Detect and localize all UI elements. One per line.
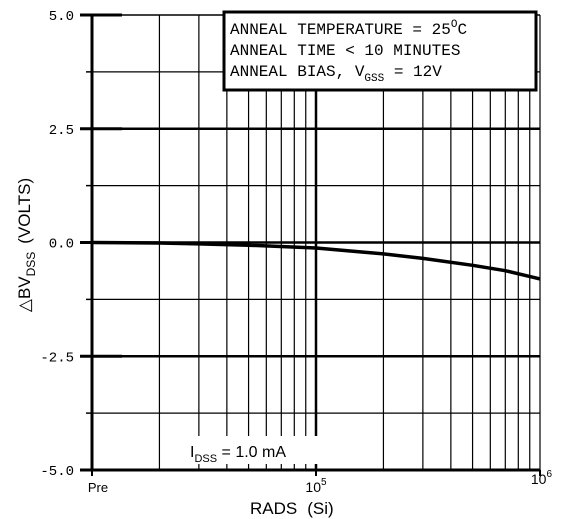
x-axis-label: RADS (Si) xyxy=(250,499,334,518)
y-axis-label: △BVDSS(VOLTS) xyxy=(15,178,38,312)
y-tick-label: 2.5 xyxy=(49,123,74,139)
series-line-0 xyxy=(91,240,541,281)
svg-text:IDSS = 1.0 mA: IDSS = 1.0 mA xyxy=(190,444,286,465)
y-tick-label: -5.0 xyxy=(40,464,74,480)
x-tick-label: Pre xyxy=(88,480,108,495)
y-tick-label: 5.0 xyxy=(49,9,74,25)
annotation-line-3: ANNEAL BIAS, VGSS = 12V xyxy=(230,63,442,85)
x-tick-label: 105 xyxy=(305,477,327,495)
x-tick-label: 106 xyxy=(531,469,553,487)
y-tick-label: -2.5 xyxy=(40,350,74,366)
annotation-line-2: ANNEAL TIME < 10 MINUTES xyxy=(230,42,460,60)
y-tick-label: 0.0 xyxy=(49,237,74,253)
condition-label: IDSS = 1.0 mA xyxy=(186,436,320,465)
series-group xyxy=(91,240,541,281)
annotation-box: ANNEAL TEMPERATURE = 25OC ANNEAL TIME < … xyxy=(222,10,538,92)
annotation-line-1: ANNEAL TEMPERATURE = 25OC xyxy=(230,19,467,39)
